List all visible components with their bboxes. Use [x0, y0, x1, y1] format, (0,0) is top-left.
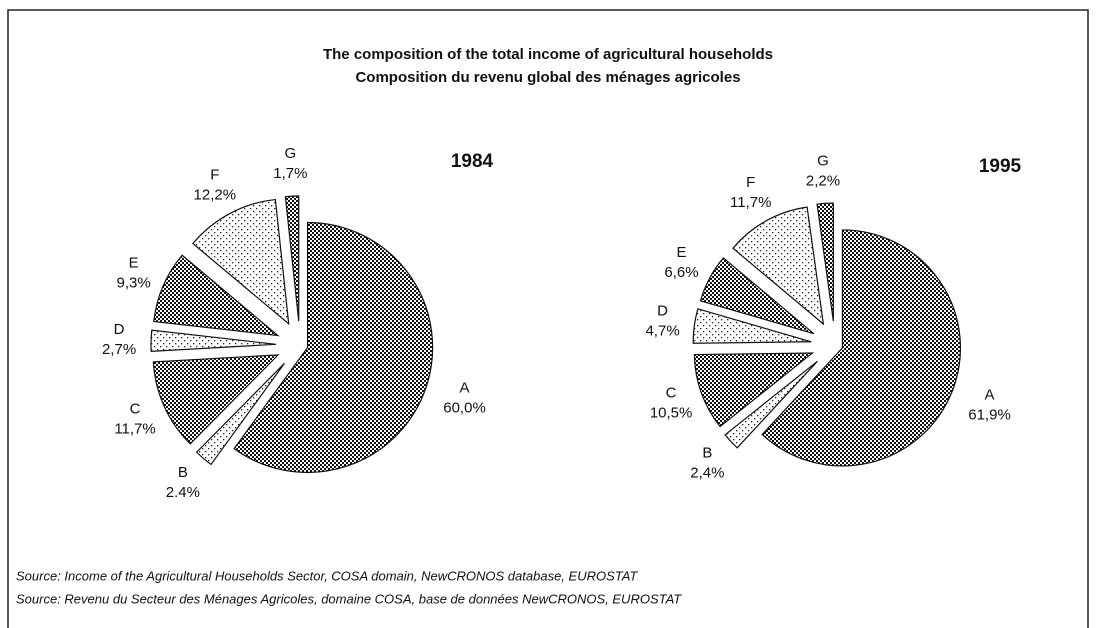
slice-value-label: 9,3% — [117, 275, 151, 292]
slice-value-label: 60,0% — [443, 399, 486, 416]
slice-category: E — [676, 244, 686, 261]
title: The composition of the total income of a… — [323, 46, 773, 63]
slice-value-label: 4,7% — [645, 323, 679, 340]
pie-slice — [153, 254, 280, 337]
pie-slice — [150, 329, 277, 353]
slice-value-label: 61,9% — [968, 407, 1011, 424]
slice-category: G — [817, 152, 829, 169]
slice-value-label: 6,6% — [664, 264, 698, 281]
slice-category: B — [178, 464, 188, 481]
slice-value-label: 11,7% — [730, 194, 771, 211]
slice-category: E — [129, 255, 139, 272]
slice-value-label: 11,7% — [114, 420, 155, 437]
slice-category: A — [460, 379, 470, 396]
frame — [7, 9, 1089, 628]
pie-slice — [233, 221, 434, 473]
slice-category: C — [666, 384, 677, 401]
pie-title: 1984 — [451, 151, 494, 172]
slice-category: D — [657, 303, 668, 320]
pie-slice — [192, 198, 290, 326]
slice-category: A — [985, 387, 995, 404]
pie-slice — [284, 195, 300, 322]
pie-slice — [761, 229, 961, 467]
slice-value-label: 12,2% — [194, 186, 237, 203]
slice-value-label: 2,2% — [806, 172, 840, 189]
pie-slice — [724, 360, 818, 449]
pie-slice — [152, 354, 280, 445]
subtitle: Composition du revenu global des ménages… — [355, 69, 740, 86]
slice-value-label: 2.4% — [166, 484, 200, 501]
pie-slice — [693, 352, 815, 428]
slice-value-label: 2,7% — [102, 341, 136, 358]
slice-category: G — [285, 145, 297, 162]
slice-category: F — [746, 174, 755, 191]
slice-category: D — [114, 321, 125, 338]
slice-category: B — [702, 444, 712, 461]
slice-category: F — [210, 166, 219, 183]
pie-slice — [732, 206, 825, 326]
source: Source: Revenu du Secteur des Ménages Ag… — [16, 591, 682, 606]
pie-slice — [692, 308, 812, 344]
pie-slice — [699, 257, 815, 335]
pie-slice — [816, 202, 834, 322]
pie-title: 1995 — [979, 156, 1022, 177]
slice-value-label: 2,4% — [690, 464, 724, 481]
slice-category: C — [130, 400, 141, 417]
source: Source: Income of the Agricultural House… — [16, 568, 638, 583]
slice-value-label: 10,5% — [650, 404, 693, 421]
slice-value-label: 1,7% — [273, 165, 307, 182]
pie-slice — [195, 362, 285, 466]
